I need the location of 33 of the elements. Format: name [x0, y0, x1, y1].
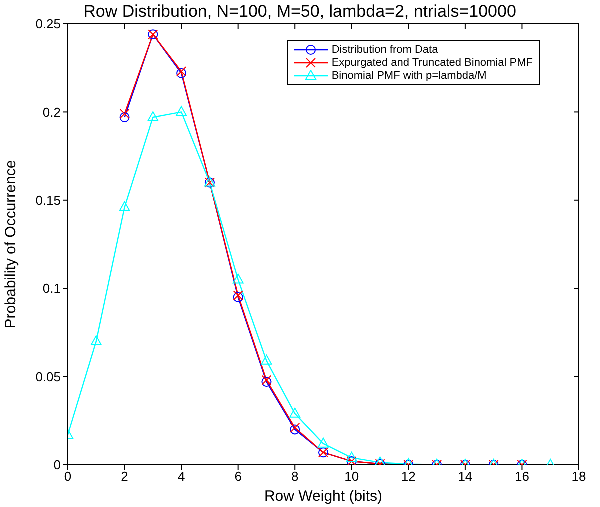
point	[176, 106, 188, 116]
x-tick-label: 16	[514, 469, 530, 484]
y-tick-label: 0.05	[36, 369, 61, 384]
point	[120, 108, 130, 119]
legend-label: Binomial PMF with p=lambda/M	[332, 70, 487, 82]
x-tick-label: 0	[64, 469, 72, 484]
x-tick-label: 18	[572, 469, 586, 484]
x-axis-title: Row Weight (bits)	[264, 488, 383, 505]
legend-label: Distribution from Data	[332, 44, 438, 56]
x-tick-label: 4	[178, 469, 186, 484]
x-tick-label: 12	[401, 469, 416, 484]
y-axis-title: Probability of Occurrence	[2, 160, 20, 329]
point	[346, 452, 358, 462]
point	[290, 408, 301, 418]
point	[120, 112, 130, 122]
y-tick-label: 0.2	[42, 104, 61, 120]
chart-title: Row Distribution, N=100, M=50, lambda=2, ntrials=10000	[84, 2, 516, 21]
point	[261, 354, 272, 365]
point	[318, 438, 329, 448]
x-tick-label: 2	[121, 469, 128, 484]
x-tick-label: 14	[458, 469, 473, 484]
legend-label: Expurgated and Truncated Binomial PMF	[332, 56, 533, 68]
x-tick-label: 8	[291, 469, 299, 484]
y-tick-label: 0.25	[36, 16, 61, 32]
point	[148, 111, 159, 122]
x-tick-label: 6	[234, 469, 242, 484]
point	[90, 336, 102, 346]
x-tick-label: 10	[344, 469, 360, 484]
y-tick-label: 0	[54, 458, 61, 473]
y-tick-label: 0.15	[36, 193, 61, 208]
y-tick-label: 0.1	[42, 281, 61, 296]
point	[119, 201, 130, 212]
point	[232, 274, 244, 284]
